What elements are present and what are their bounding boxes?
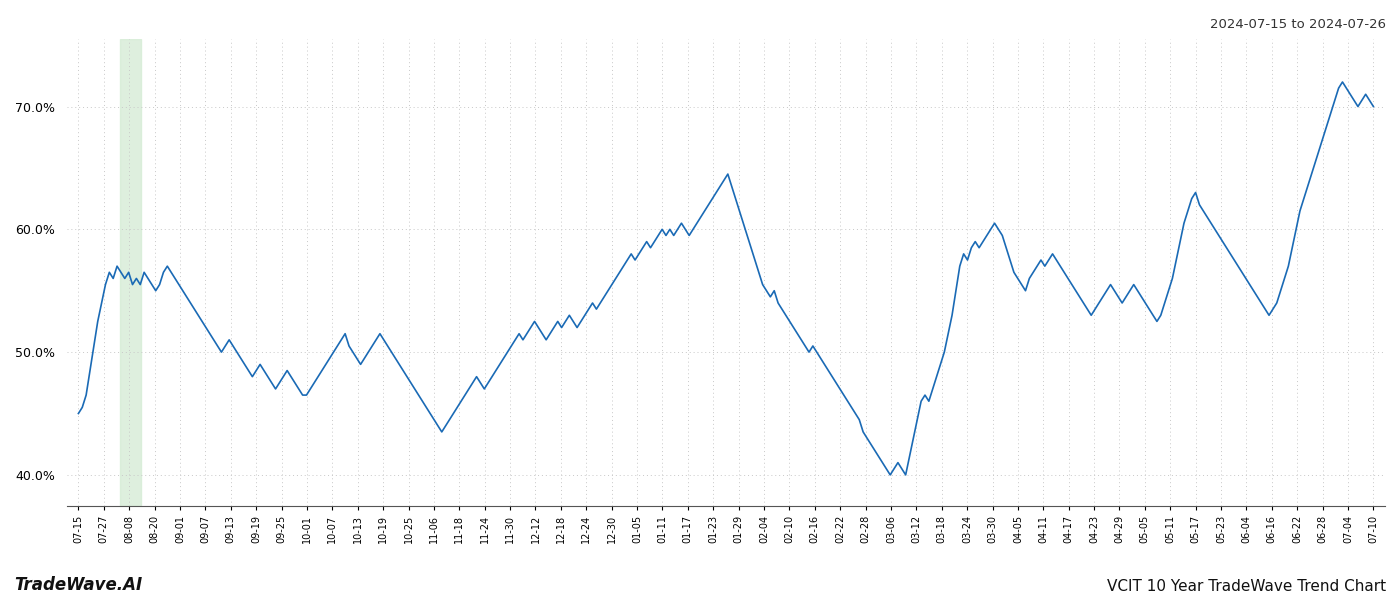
Bar	[120, 39, 141, 506]
Text: TradeWave.AI: TradeWave.AI	[14, 576, 143, 594]
Text: VCIT 10 Year TradeWave Trend Chart: VCIT 10 Year TradeWave Trend Chart	[1107, 579, 1386, 594]
Text: 2024-07-15 to 2024-07-26: 2024-07-15 to 2024-07-26	[1210, 18, 1386, 31]
